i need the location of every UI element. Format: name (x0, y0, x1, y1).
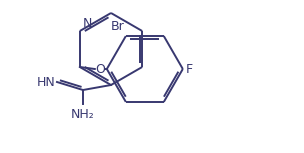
Text: O: O (95, 62, 105, 75)
Text: HN: HN (36, 75, 55, 88)
Text: N: N (83, 17, 92, 30)
Text: NH₂: NH₂ (71, 108, 95, 121)
Text: F: F (186, 62, 193, 75)
Text: Br: Br (111, 20, 125, 33)
